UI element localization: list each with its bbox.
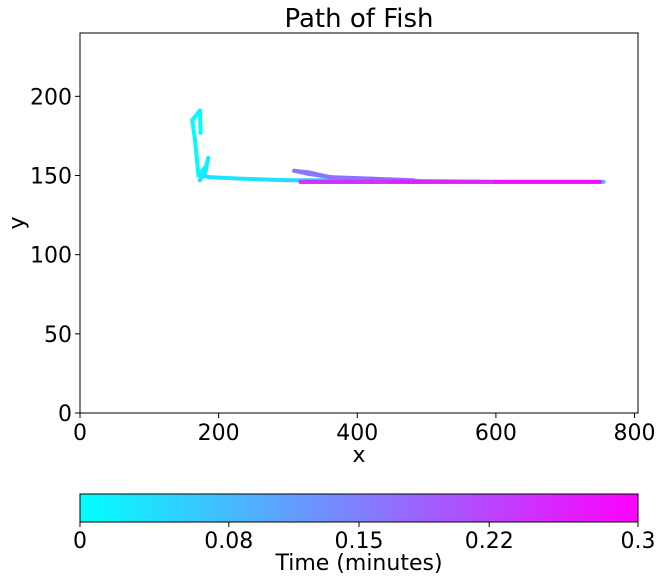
colorbar: 0 0.08 0.15 0.22 0.3 Time (minutes) [73,493,656,576]
path-segment [206,175,242,181]
path-segment [197,108,203,135]
colorbar-tick-label: 0.15 [335,529,384,554]
y-tick-label: 100 [30,244,72,269]
y-axis-label: y [5,216,30,229]
x-axis-ticks: 0 200 400 600 800 [73,413,656,446]
x-tick-label: 600 [475,421,517,446]
path-segment [190,108,202,123]
y-tick-label: 50 [44,323,72,348]
colorbar-tick-label: 0 [73,529,87,554]
path-segment [327,175,374,181]
x-axis-label: x [352,443,365,468]
x-tick-label: 400 [336,421,378,446]
chart-title: Path of Fish [284,4,433,34]
path-segment [237,176,290,183]
path-segment [306,170,332,180]
fish-path-lines [190,108,606,184]
path-segment [292,168,311,175]
x-tick-label: 200 [198,421,240,446]
colorbar-label: Time (minutes) [274,551,442,576]
colorbar-tick-label: 0.22 [465,529,514,554]
y-tick-label: 150 [30,165,72,190]
colorbar-ticks: 0 0.08 0.15 0.22 0.3 [73,522,656,554]
y-tick-label: 200 [30,85,72,110]
y-axis-ticks: 0 50 100 150 200 [30,85,80,427]
colorbar-gradient [79,493,639,523]
path-segment [203,156,211,175]
x-tick-label: 0 [73,421,87,446]
y-tick-label: 0 [58,402,72,427]
colorbar-tick-label: 0.3 [621,529,656,554]
path-segment [193,138,201,178]
plot-frame [79,32,639,414]
x-tick-label: 800 [614,421,656,446]
path-segment [190,118,198,143]
colorbar-tick-label: 0.08 [204,529,253,554]
plot-area [79,32,639,414]
